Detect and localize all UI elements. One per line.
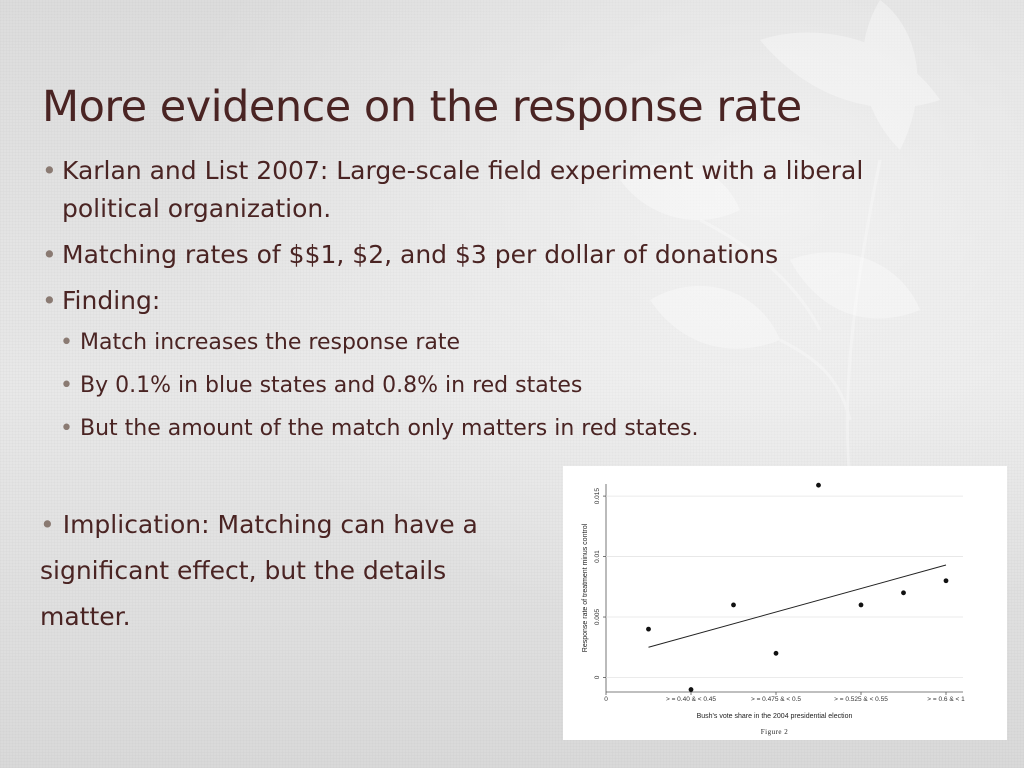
scatter-point [901, 590, 906, 596]
bullet-item: • Finding: [42, 282, 942, 320]
implication-line-1: • Implication: Matching can have a [40, 502, 520, 548]
bullet-text: Karlan and List 2007: Large-scale field … [62, 156, 864, 223]
scatter-point [731, 602, 736, 608]
scatter-chart: 0 0.005 0.01 0.015 0 > = 0.40 & < 0.45 > = 0.4… [582, 482, 965, 736]
sub-bullet-item: • Match increases the response rate [60, 328, 942, 358]
scatter-point [816, 482, 821, 488]
bullet-glyph: • [42, 286, 57, 315]
sub-bullet-text: By 0.1% in blue states and 0.8% in red s… [80, 373, 583, 398]
bullet-glyph: • [60, 330, 73, 355]
sub-bullet-text: But the amount of the match only matters… [80, 416, 699, 441]
scatter-point [773, 650, 779, 656]
x-tick-label: > = 0.475 & < 0.5 [751, 696, 801, 703]
slide-title: More evidence on the response rate [42, 82, 802, 132]
y-tick-label: 0.01 [594, 550, 601, 563]
bullet-text: Matching rates of $$1, $2, and $3 per do… [62, 240, 779, 269]
y-axis-label: Response rate of treatment minus control [582, 523, 589, 652]
y-tick-label: 0 [594, 675, 601, 679]
sub-bullet-item: • By 0.1% in blue states and 0.8% in red… [60, 371, 942, 401]
scatter-point [858, 602, 864, 608]
sub-bullet-item: • But the amount of the match only matte… [60, 414, 942, 444]
bullet-glyph: • [42, 240, 57, 269]
y-tick-label: 0.015 [594, 488, 601, 505]
bullet-item: • Karlan and List 2007: Large-scale fiel… [42, 152, 942, 228]
scatter-point [688, 687, 694, 692]
y-tick-label: 0.005 [594, 609, 601, 626]
implication-line-3: matter. [40, 602, 131, 631]
implication-text: • Implication: Matching can have a signi… [40, 502, 520, 640]
fit-line [648, 564, 947, 648]
bullet-glyph: • [60, 416, 73, 441]
x-tick-label: > = 0.40 & < 0.45 [666, 696, 716, 703]
bullet-glyph: • [60, 373, 73, 398]
scatter-point [943, 578, 949, 584]
implication-line-2: significant effect, but the details [40, 556, 447, 585]
x-tick-label: > = 0.6 & < 1 [927, 696, 965, 703]
x-tick-label: > = 0.525 & < 0.55 [834, 696, 888, 703]
x-axis-label: Bush's vote share in the 2004 presidenti… [697, 713, 853, 720]
bullet-list: • Karlan and List 2007: Large-scale fiel… [42, 152, 942, 457]
scatter-chart-figure: 0 0.005 0.01 0.015 0 > = 0.40 & < 0.45 > = 0.4… [563, 466, 1007, 740]
x-tick-label: 0 [604, 696, 608, 703]
sub-bullet-text: Match increases the response rate [80, 330, 461, 355]
bullet-text: Finding: [62, 286, 161, 315]
implication-line-1-text: Implication: Matching can have a [62, 510, 478, 539]
figure-caption: Figure 2 [761, 728, 789, 736]
bullet-glyph: • [42, 156, 57, 185]
bullet-glyph: • [40, 510, 55, 539]
scatter-point [646, 626, 651, 632]
bullet-item: • Matching rates of $$1, $2, and $3 per … [42, 236, 942, 274]
